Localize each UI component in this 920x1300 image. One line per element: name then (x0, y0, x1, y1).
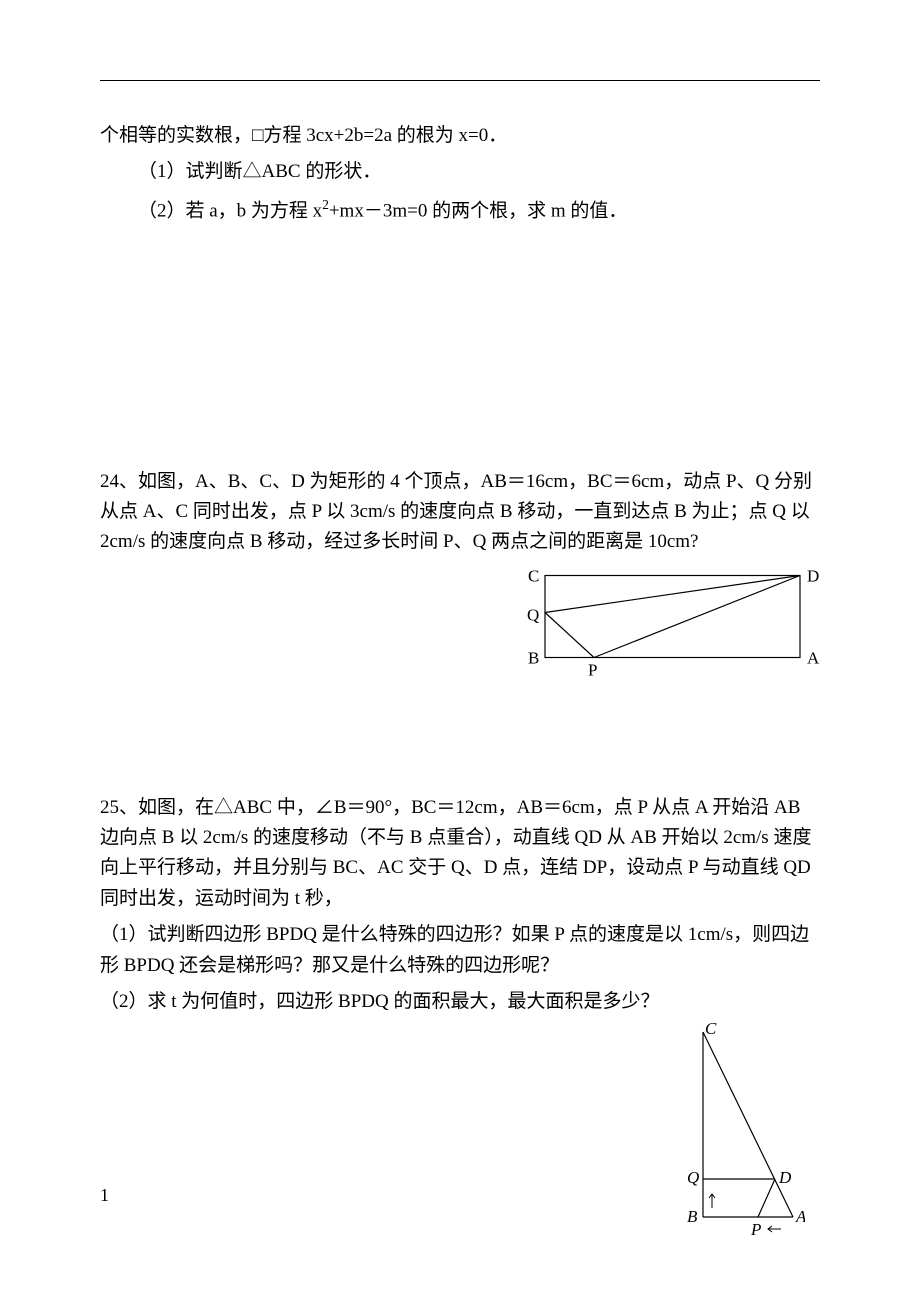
label-b: B (687, 1207, 698, 1226)
label-q: Q (687, 1168, 699, 1187)
line-pd (594, 575, 800, 657)
problem-25-sub2: （2）求 t 为何值时，四边形 BPDQ 的面积最大，最大面积是多少？ (100, 987, 820, 1017)
figure-24-svg: C D Q B P A (520, 563, 820, 683)
header-divider (100, 80, 820, 81)
label-a: A (807, 648, 820, 667)
problem-24: 24、如图，A、B、C、D 为矩形的 4 个顶点，AB＝16cm，BC＝6cm，… (100, 467, 820, 693)
label-p: P (588, 660, 597, 679)
intro-sub1: （1）试判断△ABC 的形状． (100, 157, 820, 187)
line-qp (545, 612, 594, 657)
intro-sub2: （2）若 a，b 为方程 x2+mx－3m=0 的两个根，求 m 的值． (100, 194, 820, 227)
label-c: C (705, 1022, 717, 1038)
label-a: A (795, 1207, 805, 1226)
label-q: Q (527, 605, 539, 624)
page-content: 个相等的实数根，□方程 3cx+2b=2a 的根为 x=0． （1）试判断△AB… (100, 121, 820, 1242)
label-p: P (750, 1220, 761, 1239)
figure-25-container: C Q D B P A (100, 1032, 820, 1242)
page-number: 1 (100, 1185, 109, 1205)
label-d: D (807, 566, 819, 585)
gap-1 (100, 247, 820, 467)
problem-25-sub1: （1）试判断四边形 BPDQ 是什么特殊的四边形？如果 P 点的速度是以 1cm… (100, 920, 820, 981)
line-ca (703, 1032, 793, 1217)
figure-25-svg: C Q D B P A (685, 1022, 805, 1242)
problem-24-text: 24、如图，A、B、C、D 为矩形的 4 个顶点，AB＝16cm，BC＝6cm，… (100, 467, 820, 558)
intro-section: 个相等的实数根，□方程 3cx+2b=2a 的根为 x=0． （1）试判断△AB… (100, 121, 820, 227)
label-c: C (528, 566, 539, 585)
figure-24-container: C D Q B P A (100, 573, 820, 693)
page-footer: 1 (100, 1181, 109, 1210)
problem-25-text: 25、如图，在△ABC 中，∠B＝90°，BC＝12cm，AB＝6cm，点 P … (100, 793, 820, 915)
line-dp (758, 1179, 775, 1217)
problem-25: 25、如图，在△ABC 中，∠B＝90°，BC＝12cm，AB＝6cm，点 P … (100, 793, 820, 1243)
label-b: B (528, 648, 539, 667)
gap-2 (100, 713, 820, 793)
rect-abcd (545, 575, 800, 657)
line-qd (545, 575, 800, 612)
intro-line1: 个相等的实数根，□方程 3cx+2b=2a 的根为 x=0． (100, 121, 820, 151)
label-d: D (778, 1168, 792, 1187)
